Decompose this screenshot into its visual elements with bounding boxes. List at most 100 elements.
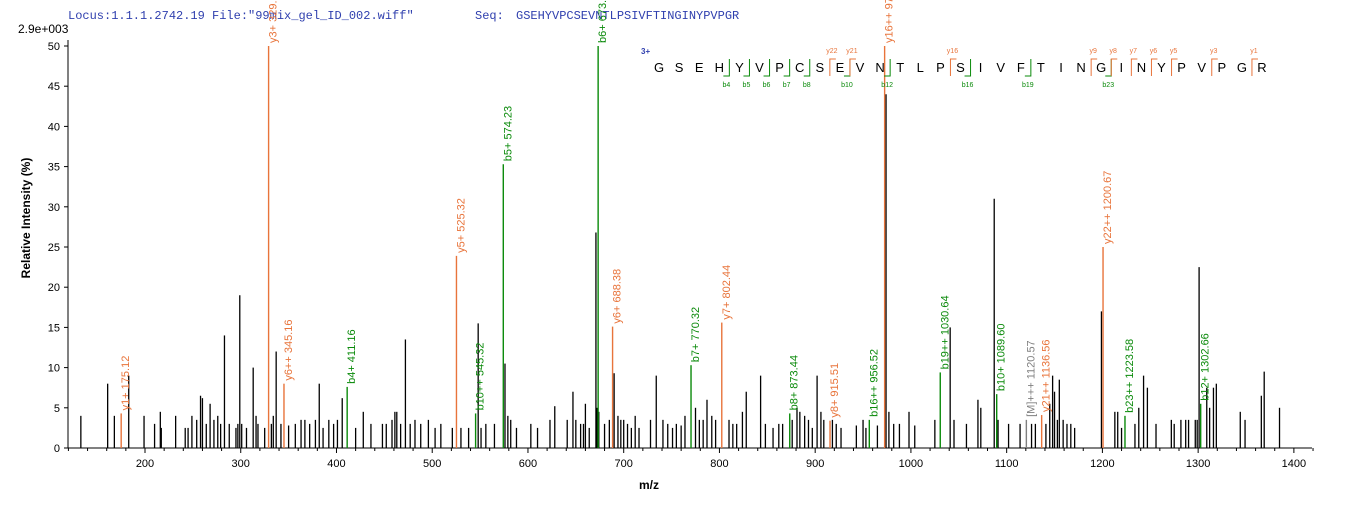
sequence-residue: H [715, 60, 724, 75]
axes [67, 40, 1312, 449]
peak-label: y7+ 802.44 [721, 265, 733, 320]
b-ion-label: b23 [1102, 82, 1114, 89]
b-ion-bracket [884, 59, 891, 77]
b-ion-label: b4 [722, 82, 730, 89]
peak-label: y8+ 915.51 [829, 363, 841, 418]
x-ticks: 200 300 400 500 600 700 800 900 1000 1100 1200 1300… [67, 448, 1314, 470]
b-ion-label: b10 [841, 82, 853, 89]
sequence-residue: R [1257, 60, 1266, 75]
peak-label: y22++ 1200.67 [1102, 171, 1114, 244]
peak-label: y3+ 329.1 [268, 0, 280, 43]
peak-label: b4+ 411.16 [346, 329, 358, 384]
peak-label: b10++ 545.32 [475, 343, 487, 411]
y-ion-label: y21 [846, 48, 857, 55]
b-ion-bracket [783, 59, 791, 77]
peak-annotations: y1+ 175.12 y3+ 329.1 y6++ 345.16 b4+ 411.16… [120, 0, 1212, 448]
sequence-residue: P [775, 60, 784, 75]
sequence-residue: G [1237, 60, 1247, 75]
charge-state: 3+ [641, 47, 650, 56]
y-ion-label: y22 [826, 48, 837, 55]
b-ion-bracket [1024, 59, 1032, 77]
x-tick-label: 700 [615, 458, 633, 470]
sequence-residue: V [755, 60, 764, 75]
y-tick-label: 35 [48, 162, 60, 174]
y-ion-bracket [1090, 58, 1098, 76]
peak-label: b16++ 956.52 [868, 349, 880, 417]
sequence-residue: E [836, 60, 845, 75]
sequence-residue: I [1059, 60, 1063, 75]
sequence-residue: E [695, 60, 704, 75]
b-ion-bracket [763, 59, 771, 77]
y-tick-label: 40 [48, 121, 60, 133]
b-ion-bracket [803, 59, 811, 77]
y-tick-label: 20 [48, 282, 60, 294]
peak-label: y6++ 345.16 [283, 320, 295, 381]
y-ion-bracket [1150, 58, 1158, 76]
sequence-residue: V [996, 60, 1005, 75]
peak-label: y6+ 688.38 [612, 269, 624, 324]
x-tick-label: 800 [710, 458, 728, 470]
peak-label: b19++ 1030.64 [939, 295, 951, 369]
y-ion-label: y1 [1250, 48, 1258, 55]
b-ion-label: b8 [803, 82, 811, 89]
sequence-residue: P [1177, 60, 1186, 75]
peak-label: b8+ 873.44 [789, 355, 801, 410]
y-ticks: 0 5 10 15 20 25 30 35 40 45 50 [48, 41, 68, 455]
y-ion-bracket [829, 58, 836, 76]
sequence-residue: G [654, 60, 664, 75]
sequence-residue: P [1217, 60, 1226, 75]
b-ion-label: b7 [783, 82, 791, 89]
x-tick-label: 600 [519, 458, 537, 470]
peak-label: b10+ 1089.60 [996, 324, 1008, 392]
y-tick-label: 30 [48, 202, 60, 214]
x-tick-label: 300 [232, 458, 250, 470]
b-ion-bracket [843, 59, 851, 77]
peak-label: y21++ 1136.56 [1041, 339, 1053, 412]
seq-label: Seq: [475, 9, 504, 23]
peak-bars [80, 94, 1281, 448]
y-ion-bracket [1110, 58, 1118, 76]
peak-label: b23++ 1223.58 [1124, 339, 1136, 413]
b-ion-bracket [743, 59, 750, 77]
sequence-residue: T [1037, 60, 1045, 75]
y-ion-label: y3 [1210, 48, 1218, 55]
b-ion-bracket [723, 59, 730, 77]
y-ion-bracket [1130, 58, 1138, 76]
y-ion-label: y16 [947, 48, 958, 55]
y-tick-label: 5 [54, 403, 60, 415]
b-ion-label: b16 [962, 82, 974, 89]
y-tick-label: 10 [48, 363, 60, 375]
x-tick-label: 400 [327, 458, 345, 470]
sequence-residue: T [896, 60, 904, 75]
sequence-annotation: G S E H Y V P C S E V N T L P S I V F T I N G I N Y P V P G Rb4 b5 b6 b7 b… [654, 48, 1267, 89]
sequence-residue: N [1137, 60, 1146, 75]
b-ion-label: b12 [881, 82, 893, 89]
sequence-residue: L [917, 60, 924, 75]
x-axis-title: m/z [639, 478, 659, 492]
seq-header: GSEHYVPCSEVNTLPSIVFTINGINYPVPGR [516, 9, 739, 23]
b-ion-label: b5 [743, 82, 751, 89]
x-tick-label: 1300 [1186, 458, 1210, 470]
sequence-residue: F [1017, 60, 1025, 75]
x-tick-label: 1400 [1282, 458, 1306, 470]
sequence-residue: I [1119, 60, 1123, 75]
y-ion-label: y5 [1170, 48, 1178, 55]
y-tick-label: 25 [48, 242, 60, 254]
x-tick-label: 1000 [899, 458, 923, 470]
peak-label: b5+ 574.23 [502, 106, 514, 161]
y-ion-bracket [1171, 58, 1178, 76]
x-tick-label: 1100 [995, 458, 1019, 470]
y-tick-label: 15 [48, 322, 60, 334]
locus-header: Locus:1.1.1.2742.19 File:"99mix_gel_ID_0… [68, 9, 414, 23]
x-tick-label: 1200 [1090, 458, 1114, 470]
sequence-residue: Y [735, 60, 744, 75]
sequence-residue: S [675, 60, 684, 75]
peak-label: [M]+++ 1120.57 [1025, 340, 1037, 417]
y-ion-bracket [849, 58, 856, 76]
y-ion-label: y9 [1089, 48, 1097, 55]
sequence-residue: P [936, 60, 945, 75]
sequence-residue: V [1197, 60, 1206, 75]
b-ion-label: b6 [763, 82, 771, 89]
y-ion-label: y7 [1130, 48, 1138, 55]
